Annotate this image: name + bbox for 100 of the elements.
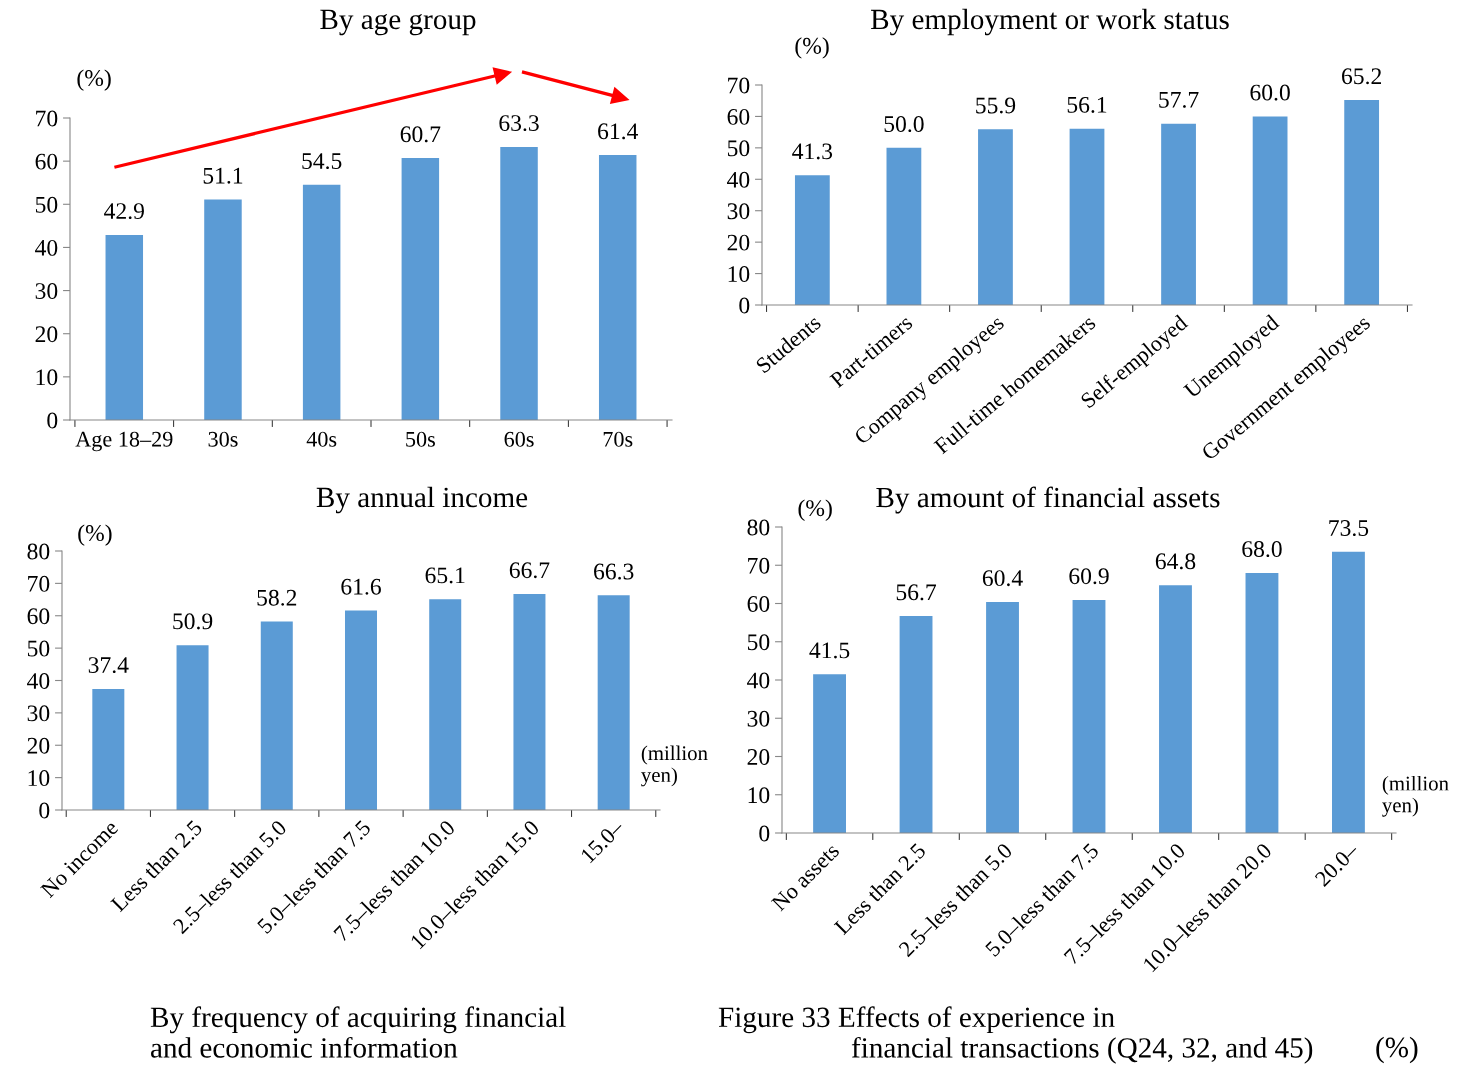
y-tick-label: 50 (35, 196, 58, 213)
data-label: 54.5 (302, 153, 342, 170)
bar (1069, 128, 1105, 305)
y-tick-label: 10 (36, 369, 58, 386)
bar (105, 234, 144, 420)
bar (176, 645, 209, 810)
y-tick-label: 30 (27, 705, 50, 722)
bar (1245, 572, 1279, 833)
y-tick-label: 30 (727, 203, 750, 220)
y-tick-label: 80 (27, 543, 50, 560)
x-axis-title: (million yen) (1382, 775, 1449, 817)
y-tick-label: 40 (747, 672, 770, 689)
y-axis-title: (%) (795, 37, 829, 59)
data-label: 64.8 (1155, 553, 1196, 570)
bar (429, 599, 462, 810)
data-label: 60.4 (982, 570, 1023, 587)
y-tick-label: 0 (759, 825, 770, 842)
y-tick-label: 30 (35, 283, 58, 299)
y-tick-label: 20 (35, 326, 58, 343)
y-tick-label: 60 (27, 608, 50, 625)
y-tick-label: 70 (28, 575, 50, 592)
bar (1332, 551, 1365, 833)
y-tick-label: 10 (748, 787, 770, 804)
bar (794, 175, 830, 305)
x-tick-label: 70s (603, 431, 633, 447)
data-label: 65.2 (1342, 68, 1382, 85)
data-label: 60.7 (400, 126, 441, 143)
x-tick-label: Age 18–29 (75, 431, 173, 452)
y-tick-label: 50 (747, 634, 770, 651)
data-label: 60.9 (1069, 568, 1109, 585)
bar (345, 610, 377, 810)
data-label: 61.4 (598, 123, 639, 140)
bar (302, 184, 341, 420)
y-tick-label: 10 (728, 266, 750, 282)
data-label: 51.1 (203, 167, 243, 184)
data-label: 56.7 (896, 584, 937, 601)
chart-title: By amount of financial assets (876, 486, 1220, 514)
y-axis-title: (%) (77, 69, 111, 91)
bar (1344, 100, 1380, 305)
bar (500, 146, 538, 420)
data-label: 37.4 (88, 657, 129, 674)
bar (513, 594, 546, 810)
y-tick-label: 20 (727, 234, 750, 251)
data-label: 58.2 (257, 589, 297, 606)
y-tick-label: 20 (27, 737, 50, 754)
bar (598, 155, 637, 420)
data-label: 56.1 (1067, 96, 1107, 113)
caption: Figure 33 Effects of experience in financial transactions (Q24, 32, and 45) (718, 1006, 1313, 1064)
bar (1072, 600, 1106, 833)
data-label: 73.5 (1329, 520, 1369, 537)
data-label: 68.0 (1242, 541, 1282, 558)
y-tick-label: 60 (35, 153, 58, 170)
bar (92, 688, 125, 810)
bar (886, 147, 922, 305)
data-label: 66.7 (509, 562, 550, 579)
y-tick-label: 60 (747, 595, 770, 612)
data-label: 41.5 (809, 642, 850, 659)
y-tick-label: 50 (27, 640, 50, 657)
bar (899, 616, 933, 833)
y-tick-label: 40 (35, 239, 58, 256)
y-tick-label: 20 (747, 748, 770, 765)
y-tick-label: 0 (739, 297, 750, 314)
bar (204, 199, 242, 420)
x-tick-label: 40s (306, 431, 337, 447)
data-label: 60.0 (1250, 84, 1290, 101)
bar (1159, 585, 1192, 833)
y-axis-title: (%) (78, 524, 112, 546)
data-label: 65.1 (425, 567, 465, 584)
x-tick-label: 60s (504, 431, 534, 447)
bar (260, 621, 293, 810)
x-axis-title: (million yen) (641, 745, 708, 787)
bar (986, 601, 1019, 833)
data-label: 50.9 (173, 613, 213, 630)
bar (1252, 116, 1288, 305)
bar (813, 674, 846, 833)
bar (1161, 123, 1196, 305)
chart-title: By age group (320, 9, 476, 36)
y-tick-label: 70 (748, 557, 770, 574)
chart-title: By employment or work status (870, 8, 1229, 36)
data-label: 63.3 (499, 115, 539, 132)
x-tick-label: 50s (406, 431, 435, 447)
data-label: 41.3 (792, 143, 833, 160)
y-tick-label: 30 (747, 710, 770, 727)
data-label: 55.9 (976, 97, 1016, 114)
x-tick-label: 30s (208, 431, 238, 447)
data-label: 66.3 (594, 563, 634, 580)
y-tick-label: 50 (727, 140, 750, 157)
bar (401, 158, 440, 420)
y-tick-label: 0 (39, 802, 50, 819)
y-tick-label: 10 (28, 770, 50, 787)
data-label: 57.7 (1159, 92, 1199, 108)
y-tick-label: 70 (36, 110, 58, 127)
data-label: 61.6 (341, 578, 381, 595)
y-axis-title: (%) (798, 499, 832, 521)
y-tick-label: 40 (727, 171, 750, 188)
text: (%) (1376, 1036, 1418, 1064)
bar (978, 129, 1013, 305)
y-tick-label: 70 (728, 77, 750, 94)
data-label: 42.9 (104, 203, 144, 220)
chart-title: By annual income (316, 486, 528, 514)
